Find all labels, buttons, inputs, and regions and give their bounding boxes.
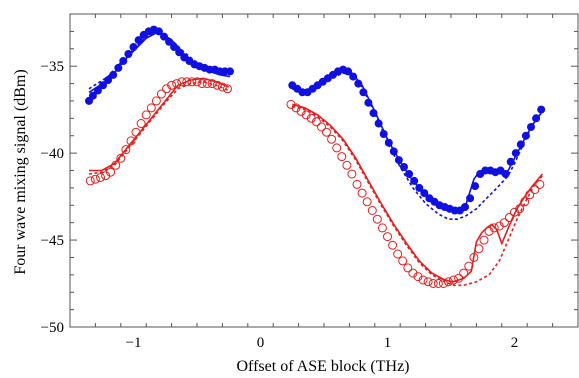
series-1-point [357,188,367,198]
series-layer [85,25,546,288]
series-3-line [88,30,231,90]
y-tick-label: −35 [41,59,64,75]
series-1-point [141,110,151,120]
series-1-point [433,279,443,288]
y-tick-label: −50 [41,320,64,336]
series-1-point [126,136,136,146]
series-0-point [225,67,234,76]
series-1-point [423,277,433,287]
series-1-point [136,119,146,128]
series-1-point [403,263,413,273]
series-1-point [479,235,489,245]
series-1-point [342,160,352,170]
y-axis-label: Four wave mixing signal (dBm) [12,69,29,274]
series-1-point [327,134,337,144]
series-1-point [156,89,166,99]
series-1-point [489,223,499,233]
series-1-point [362,197,372,207]
x-tick-label: −1 [126,335,142,351]
series-1-point [393,249,403,259]
series-1-point [347,169,357,179]
series-1-point [398,256,408,266]
x-tick-label: 2 [511,335,519,351]
series-1-point [322,127,331,137]
series-1-point [383,232,392,242]
series-1-point [212,80,222,90]
series-1-point [167,80,177,90]
series-1-point [121,145,131,155]
series-1-point [217,82,227,92]
x-tick-label: 1 [384,335,392,351]
x-axis-label: Offset of ASE block (THz) [237,358,410,375]
series-3-line [292,72,544,220]
series-1-point [388,240,398,250]
tick-layer: −1 0 1 2 −35 −40 −45 −50 [41,13,579,351]
series-1-point [96,173,105,182]
series-1-point [499,218,509,228]
series-1-point [428,279,438,288]
series-5-line [88,80,230,175]
y-tick-label: −45 [41,233,64,249]
series-1-point [494,221,504,231]
series-1-point [207,79,217,89]
series-1-point [367,206,377,215]
series-1-point [337,152,347,162]
series-1-point [332,143,342,153]
x-tick-label: 0 [257,335,265,351]
series-4-line [89,77,230,172]
series-1-point [311,117,321,127]
series-2-line [292,70,544,212]
series-1-point [116,153,126,163]
series-1-point [90,174,100,184]
series-1-point [418,275,428,285]
series-1-point [352,179,362,189]
series-1-point [377,223,387,233]
series-4-line [292,103,544,283]
series-1-point [197,79,207,89]
series-1-point [459,268,469,278]
series-1-point [85,176,95,186]
y-tick-label: −40 [41,146,64,162]
series-1-point [151,96,161,106]
series-1-point [372,214,382,224]
series-1-point [182,77,192,87]
series-0-point [88,91,97,100]
series-1-point [223,84,232,94]
series-1-point [146,103,156,113]
series-1-point [535,179,545,189]
series-5-line [292,105,544,287]
series-1-point [317,122,326,132]
